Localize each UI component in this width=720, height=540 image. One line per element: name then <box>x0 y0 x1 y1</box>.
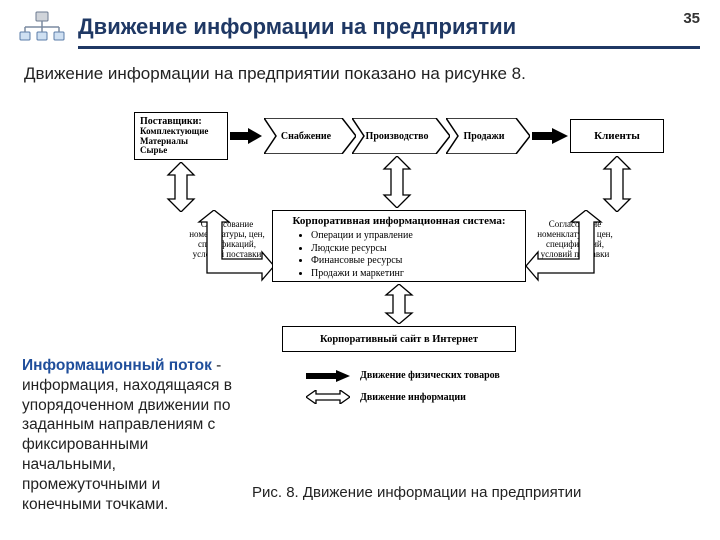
system-title: Корпоративная информационная система: <box>273 211 525 230</box>
dblarrow-sys-site <box>382 284 416 324</box>
legend-info-icon <box>306 390 350 404</box>
chevron-sales-label: Продажи <box>463 131 512 142</box>
arrow-suppliers-flow <box>230 128 262 144</box>
dblarrow-flow-sys <box>380 156 414 208</box>
suppliers-box: Поставщики: Комплектующие Материалы Сырь… <box>134 112 228 160</box>
page-title: Движение информации на предприятии <box>78 14 683 40</box>
dblarrow-right-sys <box>526 210 646 282</box>
legend-goods-icon <box>306 370 350 382</box>
system-item-1: Людские ресурсы <box>311 243 525 256</box>
site-box: Корпоративный сайт в Интернет <box>282 326 516 352</box>
figure-caption: Рис. 8. Движение информации на предприят… <box>252 484 581 501</box>
chevron-supply-label: Снабжение <box>281 131 339 142</box>
definition-body: - информация, находящаяся в упорядоченно… <box>22 357 232 513</box>
chevron-supply: Снабжение <box>264 118 356 154</box>
network-icon <box>18 10 66 44</box>
dblarrow-clients-sys <box>600 156 634 212</box>
definition-text: Информационный поток - информация, наход… <box>22 356 240 515</box>
page-number: 35 <box>683 10 700 27</box>
legend-goods-label: Движение физических товаров <box>360 370 500 381</box>
chevron-production-label: Производство <box>366 131 437 142</box>
intro-text: Движение информации на предприятии показ… <box>0 59 720 92</box>
suppliers-item-2: Сырье <box>140 146 167 156</box>
dblarrow-suppliers-sys <box>164 162 198 212</box>
chevron-production: Производство <box>352 118 450 154</box>
arrow-flow-clients <box>532 128 568 144</box>
system-item-3: Продажи и маркетинг <box>311 268 525 281</box>
chevron-sales: Продажи <box>446 118 530 154</box>
dblarrow-left-sys <box>154 210 274 282</box>
header: Движение информации на предприятии 35 <box>0 0 720 46</box>
definition-term: Информационный поток <box>22 357 212 374</box>
system-box: Корпоративная информационная система: Оп… <box>272 210 526 282</box>
site-label: Корпоративный сайт в Интернет <box>320 334 478 345</box>
system-item-2: Финансовые ресурсы <box>311 255 525 268</box>
header-rule <box>78 46 700 49</box>
clients-box: Клиенты <box>570 119 664 153</box>
legend-info-label: Движение информации <box>360 392 466 403</box>
system-item-0: Операции и управление <box>311 230 525 243</box>
clients-label: Клиенты <box>594 130 640 142</box>
system-list: Операции и управление Людские ресурсы Фи… <box>273 230 525 285</box>
